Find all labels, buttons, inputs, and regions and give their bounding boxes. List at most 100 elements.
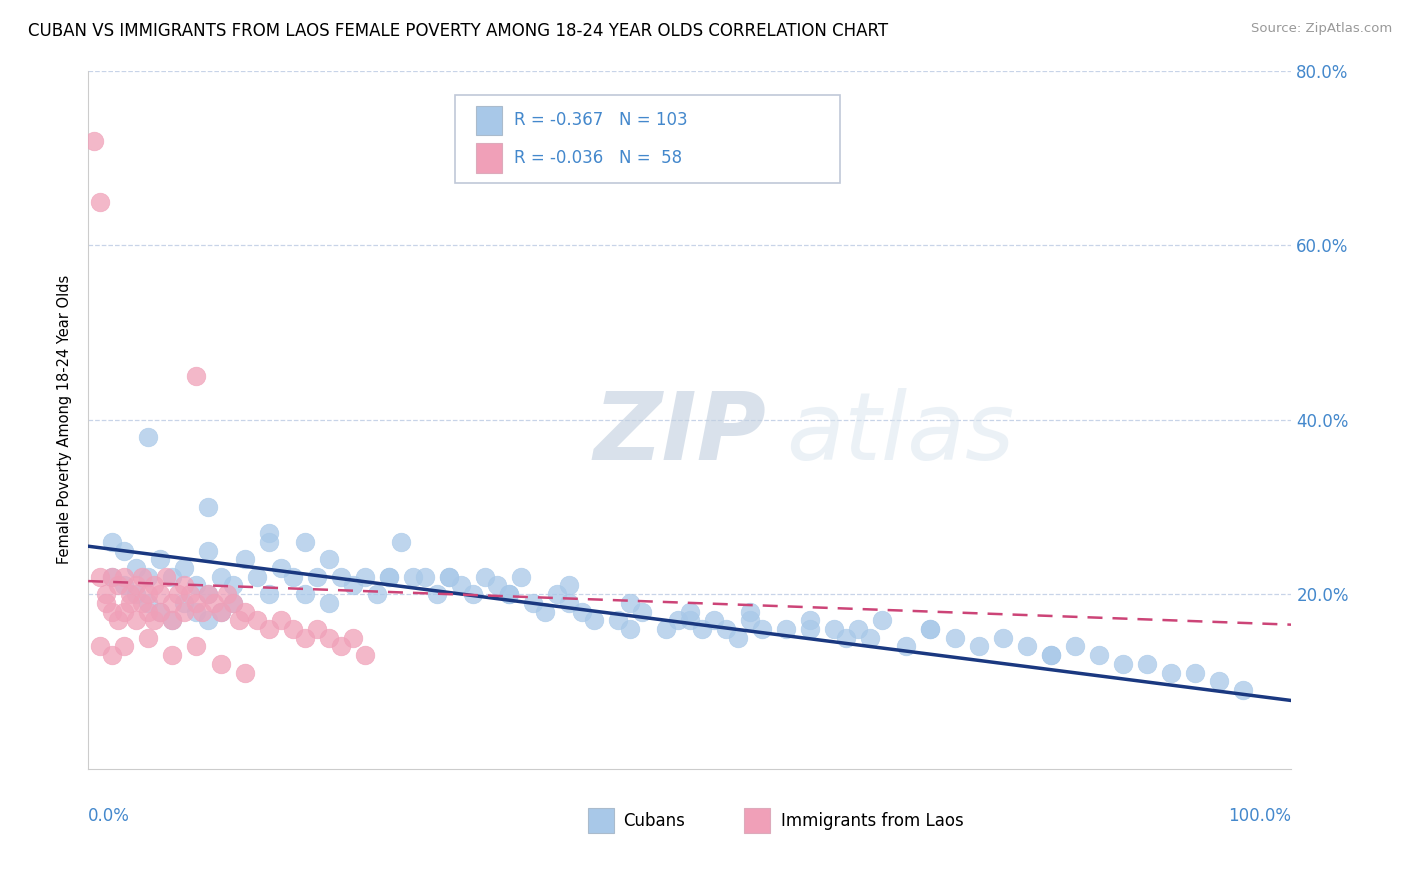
Point bbox=[666, 613, 689, 627]
Text: R = -0.036   N =  58: R = -0.036 N = 58 bbox=[515, 149, 682, 167]
Point bbox=[1063, 640, 1085, 654]
Point bbox=[209, 657, 232, 671]
Point bbox=[305, 570, 328, 584]
Point bbox=[197, 613, 219, 627]
Point bbox=[136, 587, 159, 601]
Point bbox=[859, 631, 882, 645]
Point bbox=[654, 622, 676, 636]
Point bbox=[342, 631, 364, 645]
Point bbox=[1015, 640, 1038, 654]
Point bbox=[967, 640, 990, 654]
Point bbox=[107, 613, 129, 627]
Point bbox=[727, 631, 749, 645]
Point bbox=[389, 534, 412, 549]
Point bbox=[101, 570, 124, 584]
Text: ZIP: ZIP bbox=[593, 388, 766, 480]
Point bbox=[329, 570, 352, 584]
Point bbox=[630, 605, 652, 619]
Point bbox=[318, 596, 340, 610]
Point bbox=[329, 640, 352, 654]
Point bbox=[173, 561, 195, 575]
Point bbox=[221, 596, 243, 610]
Point bbox=[281, 570, 304, 584]
Point bbox=[209, 570, 232, 584]
Point bbox=[799, 613, 821, 627]
Point bbox=[136, 605, 159, 619]
Point bbox=[823, 622, 845, 636]
Point bbox=[703, 613, 725, 627]
Point bbox=[846, 622, 869, 636]
Point bbox=[294, 587, 316, 601]
Point bbox=[209, 605, 232, 619]
Point bbox=[896, 640, 918, 654]
Point bbox=[162, 613, 184, 627]
Point bbox=[125, 587, 148, 601]
Point bbox=[257, 534, 280, 549]
Point bbox=[270, 561, 292, 575]
FancyBboxPatch shape bbox=[475, 144, 502, 173]
Point bbox=[136, 570, 159, 584]
Point bbox=[125, 561, 148, 575]
Point bbox=[173, 605, 195, 619]
Point bbox=[714, 622, 737, 636]
Point bbox=[96, 587, 118, 601]
Point bbox=[89, 570, 111, 584]
Point bbox=[186, 596, 208, 610]
Point bbox=[679, 613, 702, 627]
Point bbox=[136, 631, 159, 645]
Point bbox=[149, 552, 172, 566]
Point bbox=[162, 613, 184, 627]
Point bbox=[281, 622, 304, 636]
Point bbox=[257, 622, 280, 636]
Point bbox=[558, 578, 581, 592]
Point bbox=[143, 578, 166, 592]
Point bbox=[186, 578, 208, 592]
Point bbox=[606, 613, 628, 627]
Point bbox=[413, 570, 436, 584]
Point bbox=[125, 613, 148, 627]
Point bbox=[775, 622, 797, 636]
Point bbox=[450, 578, 472, 592]
Point bbox=[120, 596, 142, 610]
Point bbox=[204, 596, 226, 610]
Point bbox=[246, 570, 269, 584]
Point bbox=[305, 622, 328, 636]
Point bbox=[125, 578, 148, 592]
Point bbox=[619, 596, 641, 610]
Point bbox=[149, 605, 172, 619]
Point bbox=[534, 605, 557, 619]
Point bbox=[131, 570, 153, 584]
Point bbox=[582, 613, 605, 627]
Point bbox=[872, 613, 894, 627]
Text: Source: ZipAtlas.com: Source: ZipAtlas.com bbox=[1251, 22, 1392, 36]
Point bbox=[1112, 657, 1135, 671]
Point bbox=[221, 596, 243, 610]
Point bbox=[378, 570, 401, 584]
Point bbox=[112, 605, 135, 619]
Point bbox=[342, 578, 364, 592]
Point bbox=[510, 570, 533, 584]
Point bbox=[191, 605, 214, 619]
Point bbox=[101, 648, 124, 663]
Point bbox=[474, 570, 496, 584]
Point bbox=[107, 578, 129, 592]
Point bbox=[197, 587, 219, 601]
Text: 0.0%: 0.0% bbox=[89, 807, 129, 825]
Point bbox=[209, 605, 232, 619]
Point bbox=[366, 587, 388, 601]
Point bbox=[354, 648, 377, 663]
Point bbox=[437, 570, 460, 584]
Y-axis label: Female Poverty Among 18-24 Year Olds: Female Poverty Among 18-24 Year Olds bbox=[58, 275, 72, 565]
Text: atlas: atlas bbox=[786, 388, 1014, 479]
Point bbox=[498, 587, 520, 601]
Point bbox=[1039, 648, 1062, 663]
Point bbox=[89, 194, 111, 209]
Point bbox=[197, 587, 219, 601]
Point bbox=[738, 613, 761, 627]
FancyBboxPatch shape bbox=[475, 106, 502, 135]
Point bbox=[679, 605, 702, 619]
Point bbox=[228, 613, 250, 627]
Point bbox=[136, 596, 159, 610]
Point bbox=[1088, 648, 1111, 663]
Point bbox=[437, 570, 460, 584]
